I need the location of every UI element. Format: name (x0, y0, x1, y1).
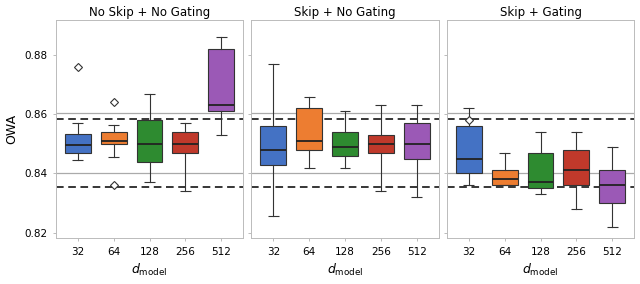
Y-axis label: OWA: OWA (6, 114, 19, 144)
Bar (260, 126, 286, 164)
Bar (332, 132, 358, 156)
X-axis label: $d_\mathrm{model}$: $d_\mathrm{model}$ (522, 262, 559, 278)
Bar (563, 150, 589, 185)
Title: No Skip + No Gating: No Skip + No Gating (89, 6, 210, 18)
Bar (527, 153, 554, 188)
Bar (404, 123, 429, 159)
Bar (456, 126, 482, 174)
Bar (100, 132, 127, 144)
Title: Skip + No Gating: Skip + No Gating (294, 6, 396, 18)
Title: Skip + Gating: Skip + Gating (499, 6, 582, 18)
Bar (296, 108, 322, 150)
Bar (368, 135, 394, 153)
Bar (172, 132, 198, 153)
Bar (492, 170, 518, 185)
Bar (208, 49, 234, 111)
Bar (65, 133, 91, 153)
Bar (136, 120, 163, 162)
Bar (599, 170, 625, 203)
X-axis label: $d_\mathrm{model}$: $d_\mathrm{model}$ (327, 262, 364, 278)
X-axis label: $d_\mathrm{model}$: $d_\mathrm{model}$ (131, 262, 168, 278)
